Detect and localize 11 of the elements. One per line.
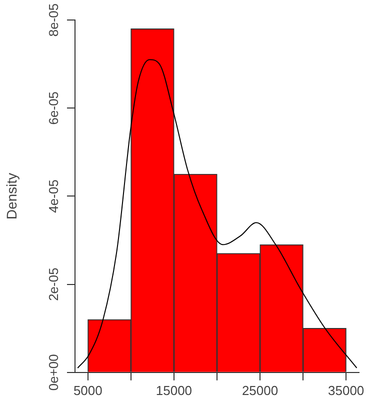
y-tick-label: 4e-05 xyxy=(46,180,62,213)
y-tick-label: 8e-05 xyxy=(46,3,62,37)
x-tick-label: 15000 xyxy=(156,382,192,398)
x-tick-label: 25000 xyxy=(242,382,278,398)
line-series xyxy=(77,59,358,368)
y-tick-label: 2e-05 xyxy=(46,268,62,301)
x-tick-label: 35000 xyxy=(328,382,364,398)
y-tick-label: 0e+00 xyxy=(46,354,62,391)
y-axis-title: Density xyxy=(3,172,20,220)
x-tick-label: 5000 xyxy=(73,382,102,398)
y-tick-label: 6e-05 xyxy=(46,91,62,125)
